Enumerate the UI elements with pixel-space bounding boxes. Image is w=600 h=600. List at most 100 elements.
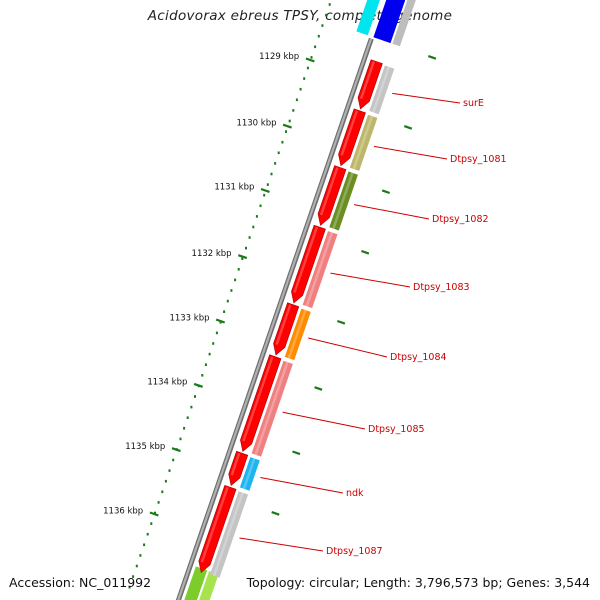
scale-dot xyxy=(277,151,280,155)
scale-label: 1132 kbp xyxy=(192,249,232,259)
gene-arrow xyxy=(357,59,383,110)
gene-label: Dtpsy_1082 xyxy=(432,214,489,225)
gene-arrow-highlight xyxy=(359,61,375,99)
scale-dot xyxy=(314,45,317,49)
gene-arrow xyxy=(291,224,326,304)
gene-band xyxy=(239,457,260,491)
scale-dot xyxy=(157,501,160,504)
scale-dot xyxy=(219,321,222,324)
scale-dot xyxy=(252,225,255,229)
gene-band-highlight xyxy=(372,66,391,113)
scale-tick xyxy=(193,382,203,388)
gene-arrow-highlight xyxy=(230,452,241,476)
gene-arrow xyxy=(228,450,249,486)
gene-arrow-highlight xyxy=(275,304,292,345)
scale-label: 1130 kbp xyxy=(236,118,276,128)
gene-band xyxy=(329,171,358,231)
scale-dot xyxy=(135,564,138,568)
gene-arrow-highlight xyxy=(319,167,339,216)
gene-band xyxy=(251,360,293,457)
gene-arrow xyxy=(338,108,366,167)
outer-tick xyxy=(403,125,413,130)
scale-dot xyxy=(168,469,171,472)
scale-dot xyxy=(266,183,269,186)
scale-label: 1135 kbp xyxy=(125,442,165,452)
gene-label: Dtpsy_1084 xyxy=(390,352,447,363)
gene-leader-line xyxy=(308,337,388,358)
gene-label: Dtpsy_1083 xyxy=(413,282,470,293)
scale-dot xyxy=(245,246,247,250)
gene-band-highlight xyxy=(287,309,307,359)
gene-label: ndk xyxy=(346,488,364,499)
backbone-highlight xyxy=(177,38,373,600)
scale-label: 1136 kbp xyxy=(103,506,143,516)
scale-dot xyxy=(255,215,258,218)
scale-dot xyxy=(208,352,211,356)
gene-band xyxy=(349,114,378,171)
scale-dot xyxy=(172,458,175,462)
scale-dot xyxy=(321,24,324,27)
gene-band xyxy=(210,491,249,578)
gene-label: surE xyxy=(463,98,484,109)
scale-tick xyxy=(215,318,226,324)
scale-dot xyxy=(226,299,229,303)
genome-backbone xyxy=(175,37,374,600)
gene-arrow-highlight xyxy=(340,110,358,156)
scale-label: 1134 kbp xyxy=(147,378,187,388)
scale-tick xyxy=(305,57,315,63)
gene-labels: surE Dtpsy_1081 Dtpsy_1082 Dtpsy_1083 Dtpsy_… xyxy=(239,92,507,557)
scale-dot xyxy=(128,585,131,589)
gene-band xyxy=(302,231,338,309)
scale-tick xyxy=(171,447,181,453)
scale-dot xyxy=(299,87,302,91)
upstream-feature xyxy=(356,0,380,36)
gene-label: Dtpsy_1087 xyxy=(326,546,383,557)
scale-dot xyxy=(234,278,237,282)
scale-dot xyxy=(161,490,164,494)
scale-dot xyxy=(303,77,306,80)
scale-dot xyxy=(259,204,262,208)
scale-dot xyxy=(274,162,277,165)
scale-dot xyxy=(310,56,313,59)
outer-tick xyxy=(381,189,391,195)
gene-arrow xyxy=(240,354,282,452)
scale-dot xyxy=(201,374,204,377)
upstream-features xyxy=(184,0,416,600)
scale-dot xyxy=(285,130,287,133)
scale-dot xyxy=(263,193,266,197)
gene-label: Dtpsy_1081 xyxy=(450,154,507,165)
gene-arrow xyxy=(273,302,300,356)
gene-band-highlight xyxy=(332,172,354,230)
gene-band xyxy=(284,308,311,361)
outer-tick xyxy=(292,450,301,456)
scale-dot xyxy=(281,140,284,144)
scale-tick xyxy=(149,511,159,517)
scale-label: 1131 kbp xyxy=(214,183,254,193)
gene-band-highlight xyxy=(305,232,334,307)
gene-features xyxy=(198,59,395,578)
scale-dot xyxy=(317,34,320,38)
upstream-feature xyxy=(392,0,416,47)
scale-dot xyxy=(215,331,218,335)
scale-dot xyxy=(223,310,226,313)
scale-dot xyxy=(132,575,135,578)
outer-tick xyxy=(361,249,370,255)
scale-dot xyxy=(292,109,295,112)
scale-dot xyxy=(230,289,233,292)
outer-tick xyxy=(271,511,280,516)
scale-dot xyxy=(270,172,273,176)
gene-arrow-highlight xyxy=(242,356,274,442)
scale-tick xyxy=(237,254,248,260)
outer-tick xyxy=(427,55,437,60)
scale-label: 1133 kbp xyxy=(169,313,209,323)
gene-leader-line xyxy=(330,272,411,288)
gene-band-highlight xyxy=(212,492,244,577)
scale-dot xyxy=(241,257,244,260)
outer-tick xyxy=(314,386,323,391)
genome-summary: Topology: circular; Length: 3,796,573 bp… xyxy=(246,575,590,590)
scale-tick xyxy=(260,187,270,193)
scale-dot xyxy=(328,3,331,6)
scale-dot xyxy=(306,66,309,70)
